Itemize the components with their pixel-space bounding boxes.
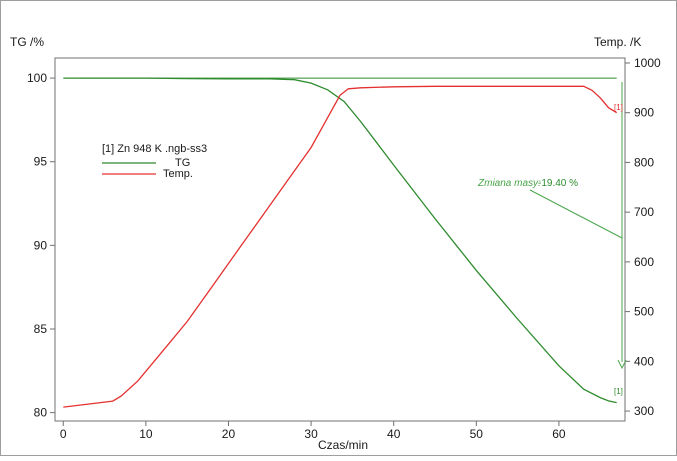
y-right-tick-label: 900 <box>634 106 654 120</box>
series-tg-line <box>63 77 617 404</box>
y-left-tick-label: 95 <box>34 155 48 169</box>
x-tick-label: 30 <box>304 427 318 441</box>
y-left-tick-label: 90 <box>34 238 48 252</box>
legend-title: [1] Zn 948 K .ngb-ss3 <box>102 143 207 155</box>
y-right-tick-label: 500 <box>634 305 654 319</box>
x-tick-label: 40 <box>387 427 401 441</box>
y-right-tick-label: 1000 <box>634 56 661 70</box>
left-axis-title: TG /% <box>10 35 44 49</box>
x-tick-label: 0 <box>60 427 67 441</box>
tick-group: 0 10 20 30 40 50 60 80 85 90 95 100 300 400 500 600 700 8… <box>27 56 661 441</box>
marker-temp-label: [1] <box>614 103 623 112</box>
mass-change-arrowhead <box>617 359 627 370</box>
y-left-tick-label: 100 <box>27 71 47 85</box>
y-left-tick-label: 85 <box>34 322 48 336</box>
series-group <box>63 77 618 408</box>
x-tick-label: 50 <box>470 427 484 441</box>
mass-change-leader <box>529 189 623 239</box>
legend: [1] Zn 948 K .ngb-ss3 TG Temp. <box>102 143 207 180</box>
x-tick-label: 10 <box>139 427 153 441</box>
legend-label-temp: Temp. <box>163 168 193 180</box>
y-right-tick-label: 800 <box>634 155 654 169</box>
marker-tg-label: [1] <box>614 387 623 396</box>
plot-area <box>54 57 626 422</box>
x-tick-label: 20 <box>222 427 236 441</box>
mass-change-label: Zmiana masy: <box>477 178 541 189</box>
y-right-tick-label: 300 <box>634 404 654 418</box>
series-temp-line <box>63 85 618 408</box>
y-right-tick-label: 400 <box>634 354 654 368</box>
right-axis-title: Temp. /K <box>594 35 641 49</box>
x-axis-title: Czas/min <box>318 438 368 452</box>
x-tick-label: 60 <box>552 427 566 441</box>
y-left-tick-label: 80 <box>34 406 48 420</box>
mass-change-value: -19.40 % <box>538 178 578 189</box>
y-right-tick-label: 700 <box>634 205 654 219</box>
y-right-tick-label: 600 <box>634 255 654 269</box>
legend-label-tg: TG <box>175 157 190 169</box>
